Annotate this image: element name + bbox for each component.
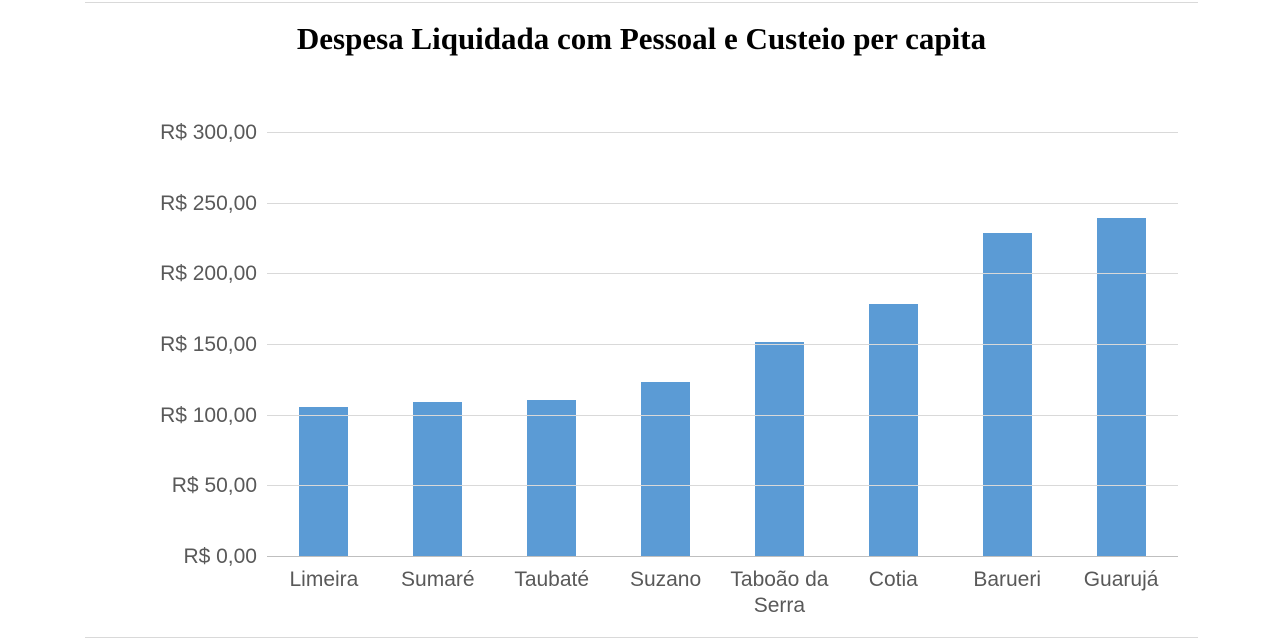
x-tick-label: Taubaté (495, 567, 609, 620)
grid-line (267, 203, 1178, 204)
bar (299, 407, 348, 557)
bar-slot (267, 133, 381, 557)
x-tick-label: Suzano (609, 567, 723, 620)
grid-line (267, 273, 1178, 274)
x-tick-label: Taboão da Serra (723, 567, 837, 620)
bar (413, 402, 462, 557)
x-axis: LimeiraSumaréTaubatéSuzanoTaboão da Serr… (267, 557, 1178, 620)
bar-slot (495, 133, 609, 557)
bar-slot (609, 133, 723, 557)
grid-line (267, 344, 1178, 345)
bar (1097, 218, 1146, 557)
bars-container (267, 133, 1178, 557)
y-axis: R$ 0,00R$ 50,00R$ 100,00R$ 150,00R$ 200,… (127, 133, 257, 557)
y-tick-label: R$ 50,00 (127, 474, 257, 498)
chart-frame: Despesa Liquidada com Pessoal e Custeio … (85, 2, 1198, 638)
bar-slot (836, 133, 950, 557)
bar-slot (950, 133, 1064, 557)
plot (267, 133, 1178, 557)
y-tick-label: R$ 0,00 (127, 545, 257, 569)
grid-line (267, 485, 1178, 486)
x-tick-label: Limeira (267, 567, 381, 620)
grid-line (267, 415, 1178, 416)
x-tick-label: Sumaré (381, 567, 495, 620)
bar (869, 304, 918, 557)
y-tick-label: R$ 150,00 (127, 333, 257, 357)
bar-slot (723, 133, 837, 557)
bar-slot (381, 133, 495, 557)
y-tick-label: R$ 300,00 (127, 121, 257, 145)
bar-slot (1064, 133, 1178, 557)
y-tick-label: R$ 250,00 (127, 192, 257, 216)
x-tick-label: Guarujá (1064, 567, 1178, 620)
grid-line (267, 132, 1178, 133)
x-tick-label: Barueri (950, 567, 1064, 620)
bar (641, 382, 690, 557)
y-tick-label: R$ 100,00 (127, 404, 257, 428)
bar (755, 342, 804, 557)
x-tick-label: Cotia (836, 567, 950, 620)
plot-area: R$ 0,00R$ 50,00R$ 100,00R$ 150,00R$ 200,… (127, 133, 1178, 557)
bar (983, 233, 1032, 557)
y-tick-label: R$ 200,00 (127, 262, 257, 286)
bar (527, 400, 576, 557)
chart-title: Despesa Liquidada com Pessoal e Custeio … (85, 3, 1198, 58)
